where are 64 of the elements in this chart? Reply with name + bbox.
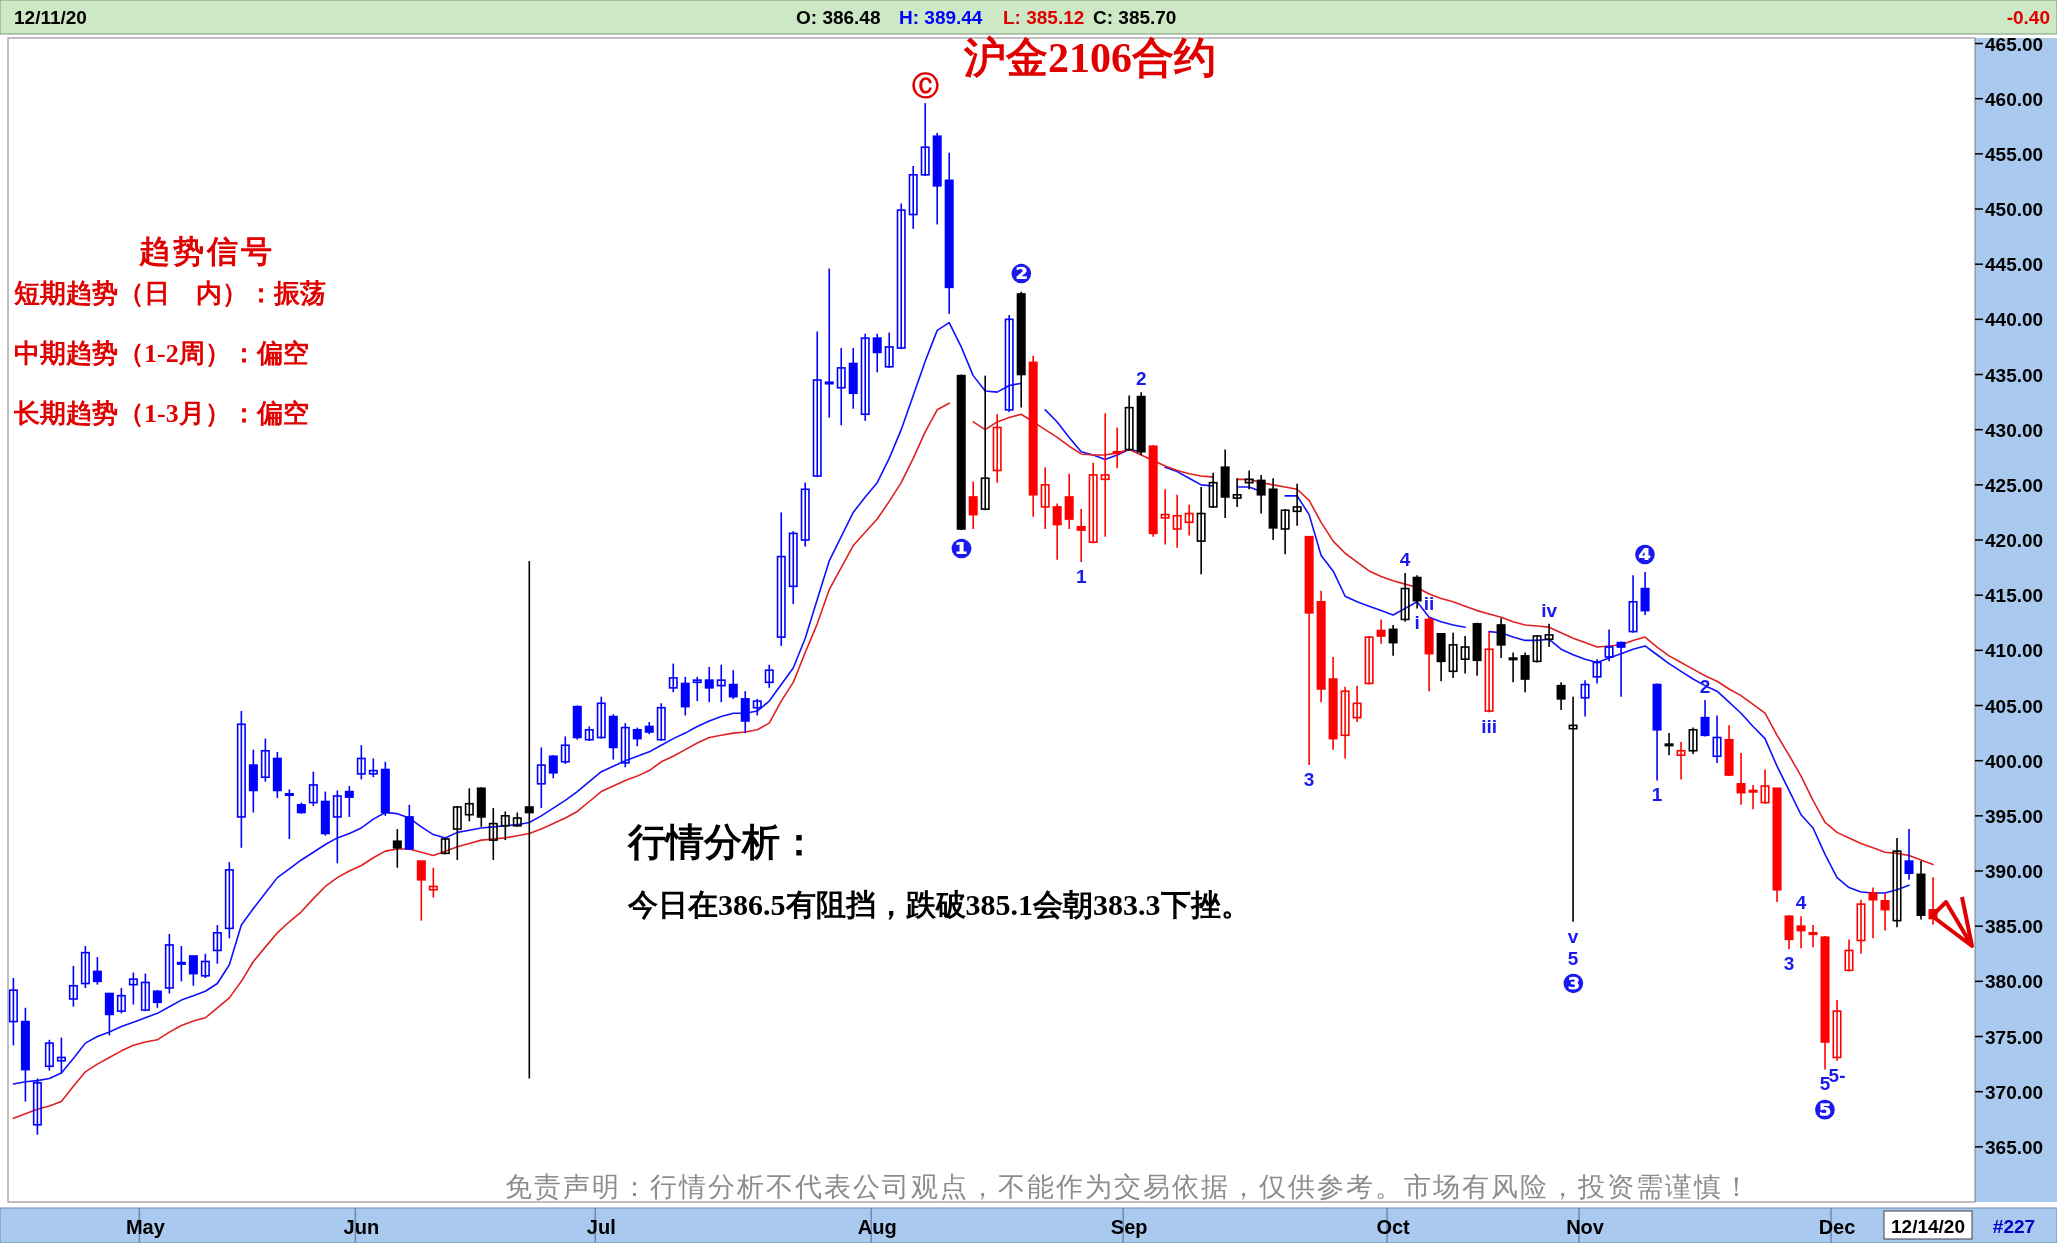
ytick: 425.00 <box>1985 474 2044 496</box>
note: H: 389.44 <box>899 7 983 28</box>
wave-label: ❶ <box>949 532 973 564</box>
wave-label: i <box>1414 612 1420 634</box>
wave-label: 5 <box>1567 947 1579 969</box>
note: 短期趋势（日 内）：振荡 <box>14 279 326 308</box>
note: 12/14/20 <box>1883 1210 1973 1240</box>
wave-label: ❹ <box>1633 538 1657 570</box>
ytick: 465.00 <box>1985 33 2044 55</box>
note: 中期趋势（1-2周）：偏空 <box>14 339 309 368</box>
xtick: Jul <box>586 1216 616 1238</box>
ytick: 400.00 <box>1985 750 2044 772</box>
note: 长期趋势（1-3月）：偏空 <box>14 399 309 428</box>
ytick: 395.00 <box>1985 805 2044 827</box>
xtick: Oct <box>1376 1216 1410 1238</box>
wave-label: iii <box>1481 715 1497 737</box>
note: O: 386.48 <box>796 7 881 28</box>
note: 趋势信号 <box>139 234 275 269</box>
wave-label: 1 <box>1075 565 1087 587</box>
note: C: 385.70 <box>1093 7 1177 28</box>
ytick: 455.00 <box>1985 143 2044 165</box>
title: 沪金2106合约 <box>964 35 1216 81</box>
ytick: 460.00 <box>1985 88 2044 110</box>
xtick: Dec <box>1818 1216 1856 1238</box>
note: L: 385.12 <box>1003 7 1085 28</box>
wave-label: 3 <box>1303 768 1315 790</box>
note: #227 <box>1992 1216 2036 1237</box>
wave-label: Ⓒ <box>911 69 939 101</box>
note: 行情分析： <box>628 821 818 863</box>
note: -0.40 <box>2006 7 2050 28</box>
wave-label: iv <box>1541 599 1557 621</box>
ytick: 450.00 <box>1985 199 2044 220</box>
note: 今日在386.5有阻挡，跌破385.1会朝383.3下挫。 <box>628 888 1251 921</box>
ytick: 420.00 <box>1985 530 2044 551</box>
wave-label: ii <box>1423 593 1435 615</box>
wave-label: 1 <box>1651 784 1663 806</box>
note: 免责声明：行情分析不代表公司观点，不能作为交易依据，仅供参考。市场有风险，投资需谨慎！ <box>504 1172 1752 1202</box>
xtick: Jun <box>343 1216 380 1238</box>
ytick: 440.00 <box>1985 309 2044 331</box>
ytick: 410.00 <box>1985 640 2044 662</box>
wave-label: ❸ <box>1561 968 1585 1000</box>
ytick: 385.00 <box>1985 916 2044 938</box>
ytick: 405.00 <box>1985 695 2044 717</box>
wave-label: ❷ <box>1009 258 1033 290</box>
note: 12/11/20 <box>14 7 87 28</box>
xtick: Aug <box>857 1216 897 1238</box>
ytick: 430.00 <box>1985 419 2044 441</box>
wave-label: 3 <box>1783 953 1795 975</box>
ytick: 380.00 <box>1985 971 2044 993</box>
wave-label: ❺ <box>1813 1094 1837 1126</box>
wave-label: 4 <box>1399 548 1411 570</box>
xtick: Nov <box>1566 1216 1604 1238</box>
ytick: 370.00 <box>1985 1081 2044 1103</box>
ytick: 415.00 <box>1985 585 2044 607</box>
ytick: 390.00 <box>1985 861 2044 882</box>
ytick: 365.00 <box>1985 1136 2044 1158</box>
wave-label: 2 <box>1135 368 1147 389</box>
wave-label: v <box>1567 925 1579 947</box>
xtick: Sep <box>1110 1216 1148 1238</box>
ytick: 445.00 <box>1985 254 2044 276</box>
ytick: 375.00 <box>1985 1026 2044 1048</box>
wave-label: 4 <box>1795 892 1807 914</box>
ytick: 435.00 <box>1985 364 2044 386</box>
xtick: May <box>125 1216 165 1238</box>
